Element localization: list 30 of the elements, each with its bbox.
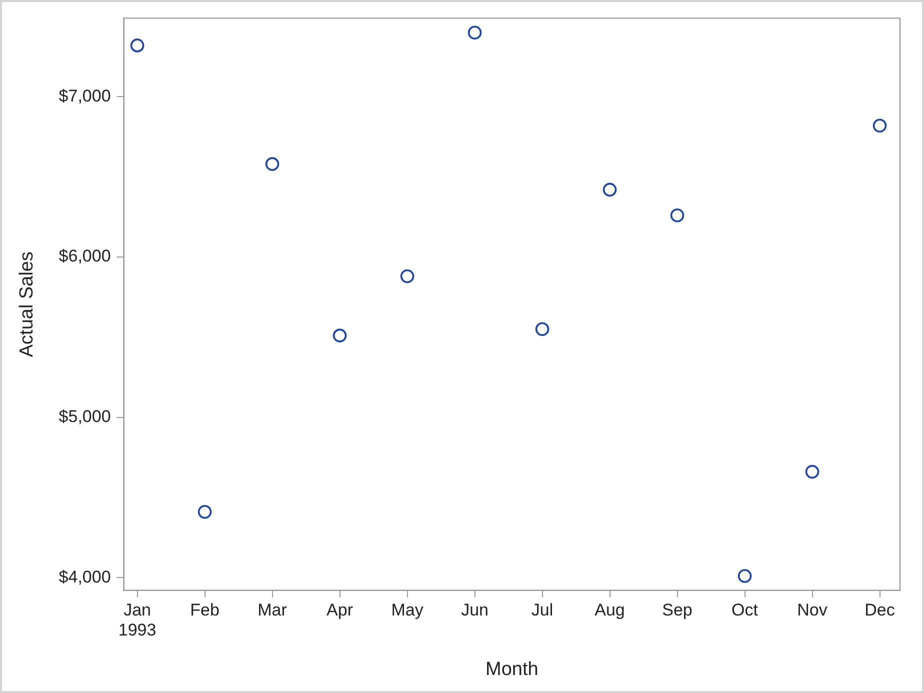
point: [535, 322, 550, 336]
x-tick-label: Nov: [797, 600, 828, 620]
point: [670, 208, 684, 222]
y-tick-label: $7,000: [58, 86, 111, 106]
point: [198, 504, 212, 519]
y-tick-label: $4,000: [58, 567, 111, 586]
x-tick-label: Feb: [190, 600, 220, 620]
point: [872, 118, 887, 132]
point: [602, 182, 617, 197]
x-tick-label: Dec: [864, 600, 896, 620]
x-tick-label: Jun: [461, 600, 488, 620]
point: [738, 569, 752, 583]
point: [130, 38, 144, 52]
point: [468, 26, 482, 40]
x-tick-label: Aug: [594, 600, 625, 620]
point: [805, 464, 820, 479]
x-tick-label: May: [391, 600, 424, 620]
x-tick-label: Apr: [326, 600, 354, 620]
point: [400, 269, 414, 284]
x-axis-title: Month: [485, 658, 538, 680]
point: [332, 328, 347, 342]
y-tick-label: $5,000: [58, 406, 111, 426]
x-tick-label: Jul: [531, 600, 554, 620]
x-tick-label: Oct: [732, 600, 758, 620]
point: [265, 157, 280, 171]
y-tick-label: $6,000: [58, 246, 111, 266]
x-tick-label: Mar: [258, 600, 288, 620]
x-tick-label: Jan 1993: [118, 600, 156, 640]
y-axis-title: Actual Sales: [16, 251, 38, 358]
x-tick-label: Sep: [662, 600, 692, 620]
